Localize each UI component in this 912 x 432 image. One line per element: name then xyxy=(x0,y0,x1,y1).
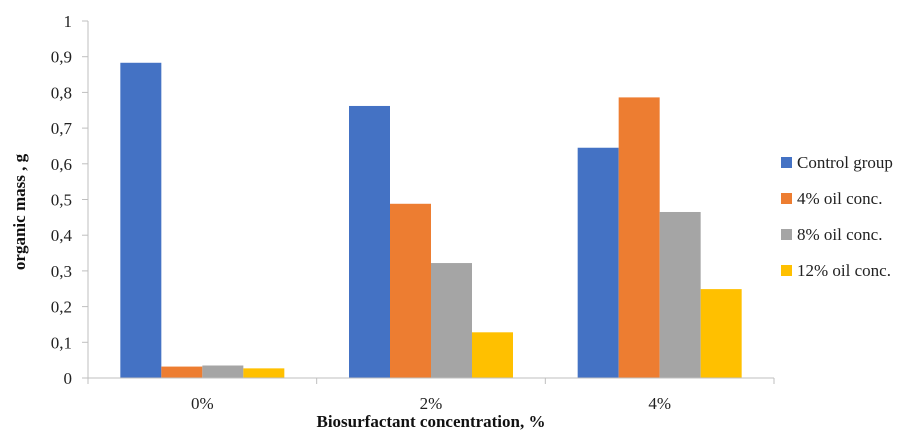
bar-control-group-4pct xyxy=(577,147,619,378)
x-axis: 0% 2% 4% xyxy=(87,377,775,413)
bar-12-oil-conc--4pct xyxy=(700,289,742,378)
bar-12-oil-conc--2pct xyxy=(472,332,513,378)
legend-label: 12% oil conc. xyxy=(797,261,891,280)
y-tick-label: 0,7 xyxy=(51,119,73,138)
y-tick-label: 0,2 xyxy=(51,298,72,317)
plot-area xyxy=(120,62,742,378)
y-tick-label: 0,9 xyxy=(51,48,72,67)
legend-swatch xyxy=(781,157,792,168)
y-tick-label: 0,6 xyxy=(51,155,72,174)
y-tick-label: 0,5 xyxy=(51,191,72,210)
bar-control-group-0pct xyxy=(120,62,162,378)
legend-swatch xyxy=(781,229,792,240)
x-tick-label: 4% xyxy=(648,394,671,413)
y-axis: 0 0,1 0,2 0,3 0,4 0,5 0,6 0,7 0,8 0,9 1 xyxy=(51,12,89,388)
y-tick-label: 0 xyxy=(64,369,73,388)
bar-8-oil-conc--4pct xyxy=(659,211,701,378)
y-tick-label: 0,4 xyxy=(51,226,73,245)
legend-label: 8% oil conc. xyxy=(797,225,882,244)
y-tick-label: 1 xyxy=(64,12,73,31)
bar-4-oil-conc--2pct xyxy=(390,203,431,378)
x-tick-label: 0% xyxy=(191,394,214,413)
bar-8-oil-conc--2pct xyxy=(431,263,472,378)
bar-control-group-2pct xyxy=(349,105,390,378)
bar-4-oil-conc--0pct xyxy=(161,366,203,378)
legend-label: 4% oil conc. xyxy=(797,189,882,208)
bar-8-oil-conc--0pct xyxy=(202,365,244,378)
x-axis-title: Biosurfactant concentration, % xyxy=(316,412,545,431)
legend-label: Control group xyxy=(797,153,893,172)
y-tick-label: 0,1 xyxy=(51,333,72,352)
legend-swatch xyxy=(781,265,792,276)
legend-swatch xyxy=(781,193,792,204)
x-tick-label: 2% xyxy=(420,394,443,413)
y-axis-title: organic mass , g xyxy=(10,153,29,270)
y-tick-label: 0,8 xyxy=(51,83,72,102)
legend: Control group 4% oil conc. 8% oil conc. 12%… xyxy=(781,153,893,280)
y-tick-label: 0,3 xyxy=(51,262,72,281)
bar-12-oil-conc--0pct xyxy=(243,368,285,378)
bar-4-oil-conc--4pct xyxy=(618,97,660,378)
